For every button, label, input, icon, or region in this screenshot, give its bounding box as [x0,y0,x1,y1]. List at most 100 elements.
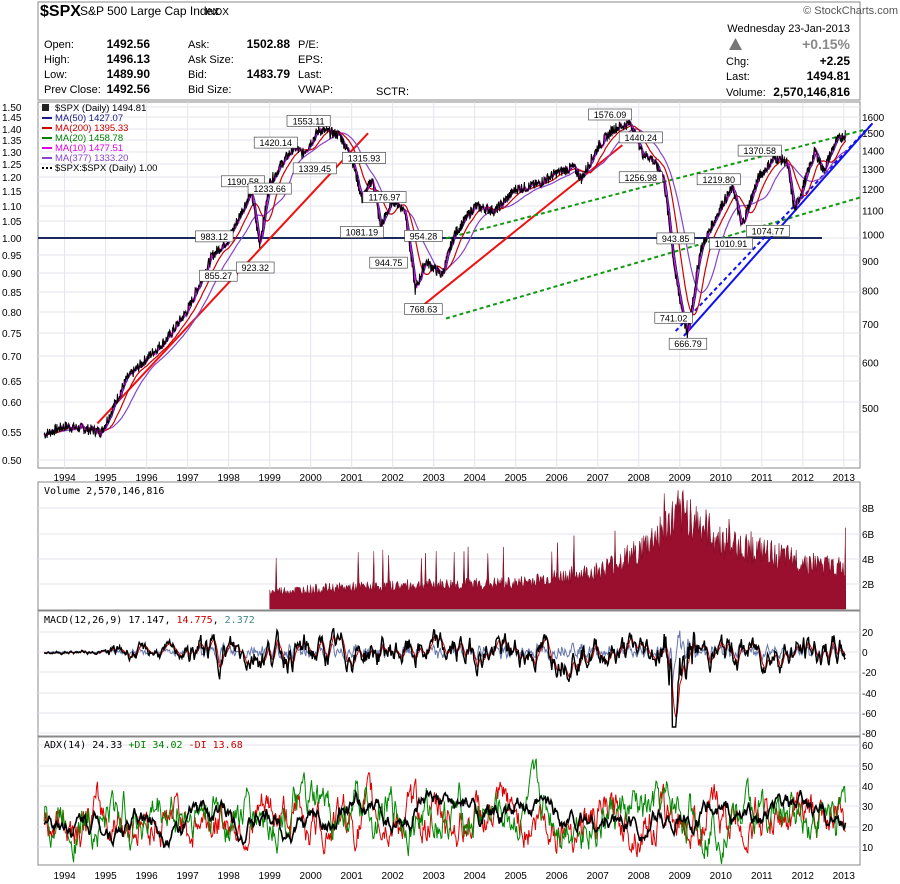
macd-tick-label: 20 [862,628,874,639]
year-label: 1998 [218,871,241,882]
macd-line [44,627,846,728]
left-tick-label: 1.35 [2,136,22,147]
annotation-box [195,230,234,243]
year-label: 1994 [53,473,76,484]
year-label: 1997 [177,871,200,882]
annotation-box [236,261,275,274]
adx-tick-label: 30 [862,802,874,813]
left-tick-label: 1.45 [2,113,22,124]
annotation-box [696,173,741,186]
quote-value: 1492.56 [107,37,151,51]
year-label: 2000 [300,473,323,484]
year-label: 2004 [464,871,487,882]
annotation-label: 1576.09 [594,110,627,120]
right-tick-label: 1100 [862,207,884,218]
macd-series [43,627,846,728]
year-label: 2002 [382,871,405,882]
annotation-label: 1420.14 [260,138,293,148]
trendline-green-dashed [445,196,861,320]
adx-tick-label: 10 [862,843,874,854]
symbol: $SPX [40,3,81,20]
annotation-label: 1190.58 [227,177,259,187]
macd-hist: 2.372 [225,615,255,626]
annotation-box [404,230,443,242]
annotation-label: 954.28 [410,231,438,241]
annotation-box [618,171,663,184]
annotation-box [654,311,693,324]
year-label: 1998 [218,473,241,484]
year-label: 2004 [464,473,487,484]
annotation-label: 1553.11 [293,116,325,126]
quote-label: Open: [44,39,74,51]
annotation-box [369,256,408,269]
price-annotations: 1553.11 1420.14 1339.45 1315.93 1176.97 1190.… [195,108,790,350]
annotation-box [340,226,384,238]
volume-label: Volume: [726,87,766,99]
security-name: S&P 500 Large Cap Index [80,4,219,18]
year-label: 2008 [628,871,651,882]
left-tick-label: 1.40 [2,125,22,136]
year-label: 2013 [833,871,856,882]
right-tick-label: 1500 [862,129,885,140]
legend-entry: MA(200) 1395.33 [55,123,128,134]
quote2-label: Bid: [188,69,207,81]
annotation-box [618,131,663,144]
left-tick-label: 0.65 [2,377,22,388]
annotation-box [362,191,407,203]
exchange: INDX [205,7,229,18]
macd-tick-label: 0 [862,648,868,659]
year-label: 2011 [751,871,773,882]
annotation-label: 983.12 [201,232,229,242]
year-label: 2012 [792,871,815,882]
quote2-label: Ask Size: [188,54,234,66]
last-label: Last: [726,71,750,83]
chg-value: +2.25 [820,54,851,68]
up-arrow-icon [729,38,742,50]
year-label: 2001 [341,871,364,882]
left-tick-label: 0.95 [2,251,22,262]
quote-label: Prev Close: [44,84,101,96]
right-tick-label: 900 [862,257,879,268]
annotation-label: 1176.97 [369,193,401,203]
left-tick-label: 1.25 [2,160,22,171]
annotation-label: 741.02 [660,313,688,323]
right-tick-label: 500 [862,404,879,415]
left-tick-label: 1.10 [2,202,22,213]
credit: © StockCharts.com [803,5,898,17]
plus-di-line [43,758,846,864]
header-panel [37,1,861,101]
chg-label: Chg: [726,56,749,68]
quote2-value: 1502.88 [247,37,291,51]
quote3-label: EPS: [298,54,323,66]
price-line [43,118,847,439]
right-tick-label: 800 [862,286,879,297]
annotation-box [656,232,695,245]
year-label: 2003 [423,871,446,882]
year-label: 2010 [710,473,733,484]
left-tick-label: 0.55 [2,428,22,439]
price-legend-swatch [42,104,49,111]
legend-entry: MA(20) 1458.78 [55,133,123,144]
left-tick-label: 1.50 [2,103,22,114]
quote-value: 1492.56 [107,82,151,96]
right-tick-label: 600 [862,358,879,369]
left-tick-label: 1.15 [2,187,22,198]
annotation-box [404,303,443,315]
year-label: 2007 [587,871,610,882]
adx-title: ADX(14) 24.33 +DI 34.02 -DI 13.68 [44,740,243,751]
right-tick-label: 1400 [862,146,885,157]
volume-bars [269,490,847,610]
left-tick-label: 0.75 [2,329,22,340]
date-axis-top: 1994 1995 1996 1997 1998 1999 2000 2001 2002 2003… [53,473,855,484]
legend-entry: MA(377) 1333.20 [55,153,128,164]
annotation-label: 944.75 [375,258,403,268]
left-tick-label: 0.50 [2,456,22,467]
left-tick-label: 0.90 [2,269,22,280]
macd-title: MACD(12,26,9) 17.147, 14.775, 2.372 [44,615,255,626]
macd-tick-label: -40 [862,689,877,700]
left-tick-label: 1.20 [2,173,22,184]
annotation-label: 1074.77 [752,226,785,236]
annotation-label: 1440.24 [625,133,658,143]
annotation-box [286,115,331,127]
